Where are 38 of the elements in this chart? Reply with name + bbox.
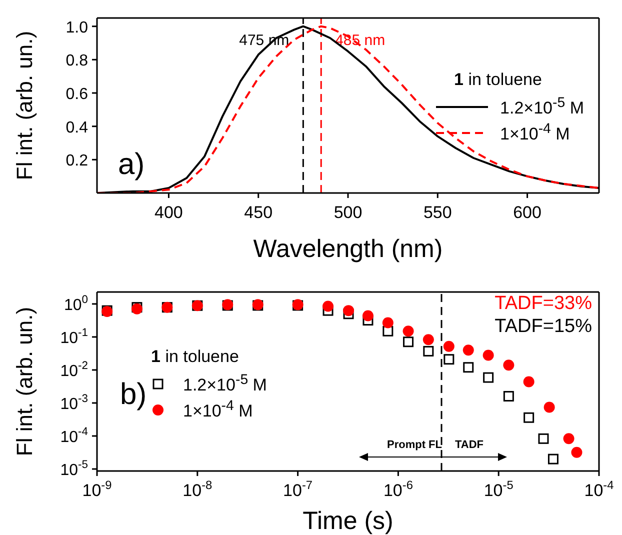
x-tick-label: 600 bbox=[513, 203, 542, 222]
legend-label: 1×10$^{-4}$ M bbox=[500, 121, 570, 145]
y-tick-label: 0.2 bbox=[66, 152, 88, 170]
x-tick-label: 400 bbox=[154, 203, 183, 222]
x-axis-title: Wavelength (nm) bbox=[253, 235, 443, 263]
annotation: Prompt FL bbox=[387, 439, 442, 451]
x-tick-label: 450 bbox=[244, 203, 273, 222]
x-tick-label: 10$^{-6}$ bbox=[383, 478, 414, 500]
y-tick-label: 10$^{-2}$ bbox=[60, 360, 88, 380]
y-tick-label: 0.4 bbox=[66, 119, 88, 136]
annotation: b) bbox=[120, 378, 147, 412]
y-tick-label: 10$^{-5}$ bbox=[60, 459, 88, 480]
y-tick-label: 10$^{0}$ bbox=[64, 294, 88, 314]
x-axis-title: Time (s) bbox=[302, 507, 394, 535]
y-tick-label: 1.0 bbox=[66, 19, 88, 36]
x-tick-label: 550 bbox=[423, 203, 452, 222]
annotation: a) bbox=[118, 148, 145, 182]
y-tick-label: 0.8 bbox=[66, 52, 88, 70]
x-tick-label: 10$^{-4}$ bbox=[584, 478, 614, 500]
x-tick-label: 10$^{-5}$ bbox=[484, 478, 514, 500]
x-tick-label: 10$^{-8}$ bbox=[182, 478, 213, 500]
legend-label: 1×10$^{-4}$ M bbox=[183, 398, 253, 422]
legend-label: 1.2×10$^{-5}$ M bbox=[183, 372, 267, 396]
legend-title: 1 in toluene bbox=[151, 347, 240, 367]
y-tick-label: 10$^{-3}$ bbox=[60, 392, 88, 413]
legend-title: 1 in toluene bbox=[454, 70, 543, 90]
annotation: TADF bbox=[455, 439, 484, 451]
x-tick-label: 10$^{-9}$ bbox=[82, 478, 112, 500]
y-axis-title: Fl int. (arb. un.) bbox=[12, 306, 37, 456]
y-tick-label: 10$^{-1}$ bbox=[60, 326, 88, 347]
legend-label: 1.2×10$^{-5}$ M bbox=[500, 95, 584, 119]
y-tick-label: 0.6 bbox=[66, 86, 88, 103]
x-tick-label: 10$^{-7}$ bbox=[283, 478, 313, 500]
y-axis-title: Fl int. (arb. un.) bbox=[12, 30, 37, 180]
x-tick-label: 500 bbox=[334, 203, 362, 222]
annotation: TADF=33% bbox=[494, 293, 592, 315]
y-tick-label: 10$^{-4}$ bbox=[60, 426, 88, 446]
annotation: TADF=15% bbox=[494, 316, 592, 338]
